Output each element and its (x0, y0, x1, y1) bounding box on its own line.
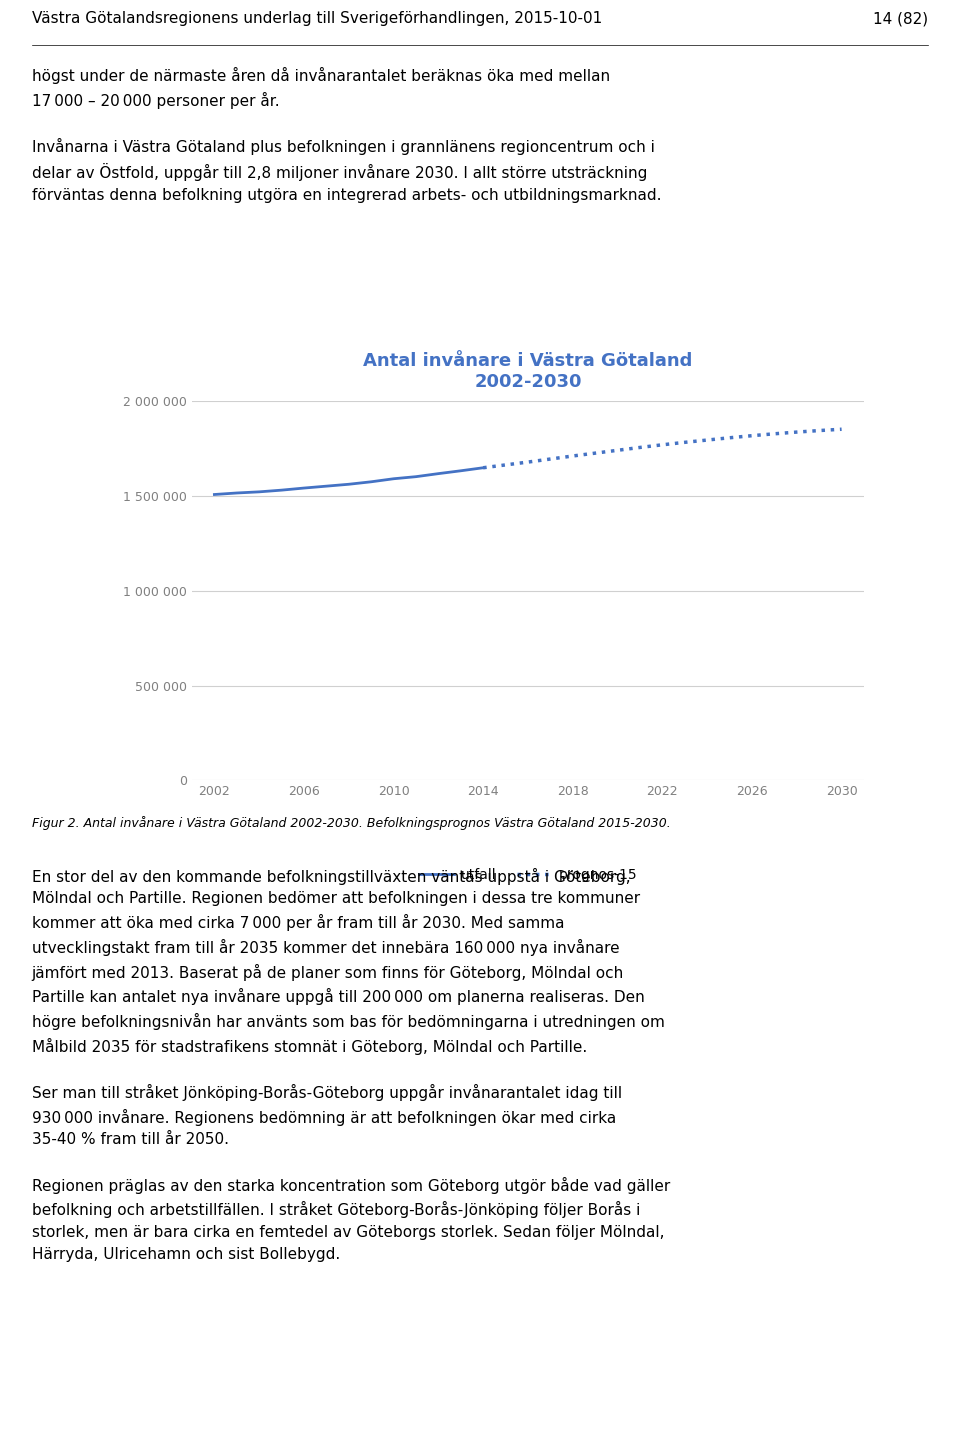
utfall (231, 484, 243, 501)
prognos-15 (813, 422, 825, 440)
Text: högst under de närmaste åren då invånarantalet beräknas öka med mellan
17 000 – : högst under de närmaste åren då invånara… (32, 67, 661, 203)
prognos-15 (477, 460, 489, 477)
Line: prognos-15: prognos-15 (483, 430, 842, 468)
prognos-15 (522, 454, 534, 471)
Text: 14 (82): 14 (82) (874, 11, 928, 26)
prognos-15 (769, 425, 780, 442)
utfall (276, 481, 287, 498)
Title: Antal invånare i Västra Götaland
2002-2030: Antal invånare i Västra Götaland 2002-20… (363, 352, 693, 391)
utfall (321, 477, 332, 494)
Text: Figur 2. Antal invånare i Västra Götaland 2002-2030. Befolkningsprognos Västra G: Figur 2. Antal invånare i Västra Götalan… (32, 816, 670, 831)
prognos-15 (500, 457, 512, 474)
prognos-15 (724, 430, 735, 447)
utfall (388, 470, 399, 487)
utfall (477, 460, 489, 477)
prognos-15 (612, 441, 623, 458)
Text: Västra Götalandsregionens underlag till Sverigeförhandlingen, 2015-10-01: Västra Götalandsregionens underlag till … (32, 11, 602, 26)
Line: utfall: utfall (214, 468, 483, 494)
utfall (299, 480, 310, 497)
Text: En stor del av den kommande befolkningstillväxten väntas uppstå i Göteborg,
Möln: En stor del av den kommande befolkningst… (32, 868, 670, 1262)
prognos-15 (635, 438, 646, 455)
utfall (366, 473, 377, 490)
prognos-15 (836, 421, 848, 438)
prognos-15 (544, 451, 556, 468)
utfall (208, 485, 220, 503)
prognos-15 (702, 431, 713, 448)
utfall (343, 475, 354, 493)
prognos-15 (567, 447, 579, 464)
prognos-15 (679, 434, 690, 451)
utfall (433, 465, 444, 483)
utfall (455, 463, 467, 480)
utfall (253, 483, 265, 500)
prognos-15 (746, 427, 757, 444)
prognos-15 (589, 444, 601, 461)
prognos-15 (657, 437, 668, 454)
utfall (410, 468, 421, 485)
Legend: utfall, prognos-15: utfall, prognos-15 (413, 862, 643, 888)
prognos-15 (791, 424, 803, 441)
